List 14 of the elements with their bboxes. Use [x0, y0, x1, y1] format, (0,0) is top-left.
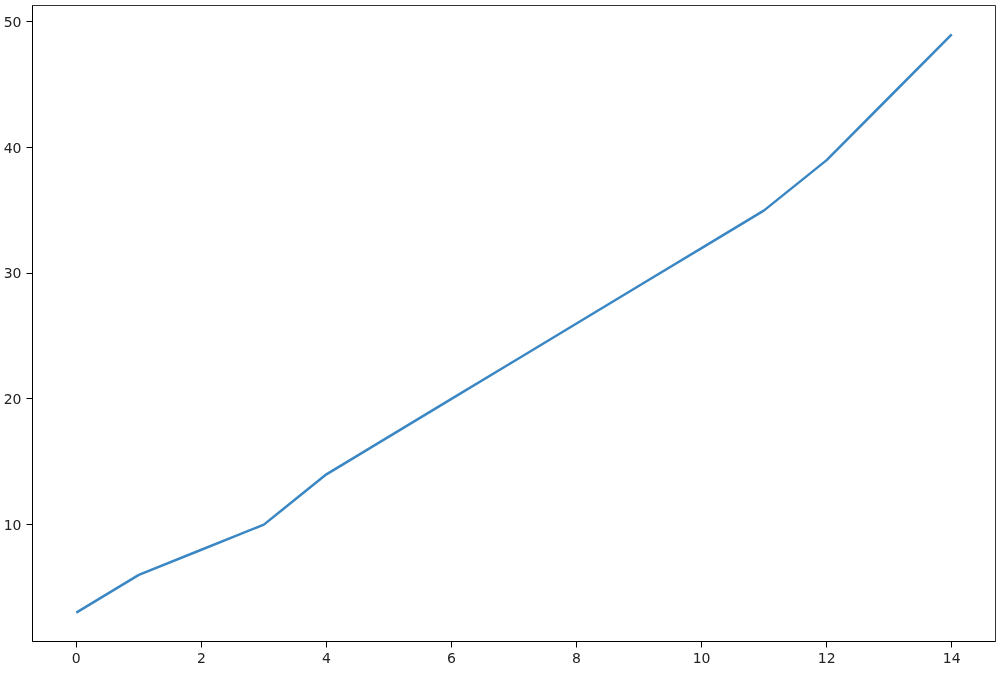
- y-tick-label: 10: [3, 516, 22, 533]
- x-tick-label: 10: [692, 649, 711, 666]
- y-tick-label: 50: [3, 13, 22, 30]
- x-tick-label: 12: [817, 649, 836, 666]
- x-tick-label: 6: [447, 649, 457, 666]
- x-tick-label: 4: [321, 649, 331, 666]
- x-tick-label: 8: [572, 649, 581, 666]
- y-tick-label: 20: [3, 390, 22, 407]
- y-tick-label: 30: [3, 265, 22, 282]
- x-tick-label: 0: [71, 649, 81, 666]
- y-tick-label: 40: [3, 139, 22, 156]
- x-tick-label: 14: [942, 649, 961, 666]
- x-tick-label: 2: [196, 649, 206, 666]
- line-series: [75, 33, 953, 614]
